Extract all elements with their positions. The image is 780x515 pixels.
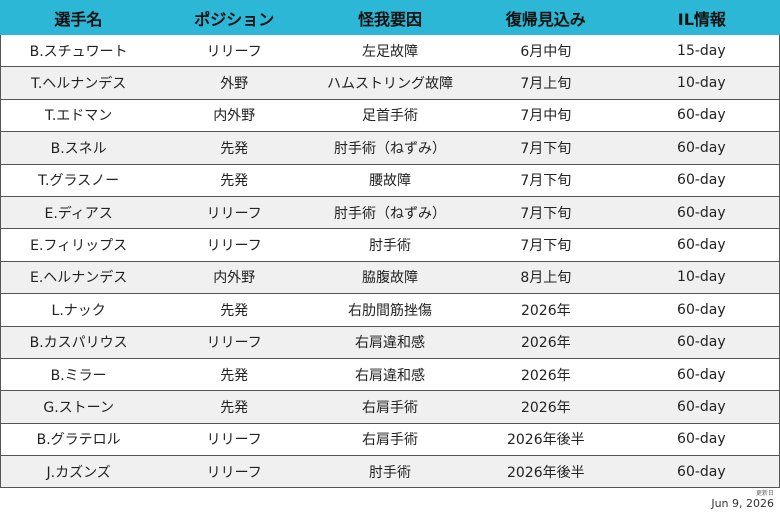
table-cell: 肘手術 bbox=[312, 228, 468, 262]
table-cell: リリーフ bbox=[156, 423, 313, 457]
table-cell: 7月中旬 bbox=[467, 99, 624, 133]
table-cell: B.スネル bbox=[0, 131, 157, 165]
table-cell: 内外野 bbox=[156, 99, 313, 133]
table-cell: 先発 bbox=[156, 131, 313, 165]
table-cell: 右肩違和感 bbox=[312, 358, 468, 392]
table-cell: G.ストーン bbox=[0, 390, 157, 424]
table-row: T.エドマン 内外野 足首手術 7月中旬 60-day bbox=[0, 99, 780, 133]
table-cell: 腰故障 bbox=[312, 164, 468, 197]
table-cell: J.カズンズ bbox=[0, 455, 157, 489]
table-row: B.ミラー 先発 右肩違和感 2026年 60-day bbox=[0, 358, 780, 392]
table-row: E.ディアス リリーフ 肘手術（ねずみ） 7月下旬 60-day bbox=[0, 196, 780, 230]
table-cell: B.グラテロル bbox=[0, 423, 157, 457]
table-cell: 2026年後半 bbox=[467, 455, 624, 489]
table-cell: 肘手術（ねずみ） bbox=[312, 131, 468, 165]
table-row: T.グラスノー 先発 腰故障 7月下旬 60-day bbox=[0, 164, 780, 197]
table-cell: L.ナック bbox=[0, 293, 157, 327]
table-row: J.カズンズ リリーフ 肘手術 2026年後半 60-day bbox=[0, 455, 780, 489]
table-cell: 先発 bbox=[156, 293, 313, 327]
table-row: L.ナック 先発 右肋間筋挫傷 2026年 60-day bbox=[0, 293, 780, 327]
table-cell: リリーフ bbox=[156, 35, 313, 68]
table-cell: 右肋間筋挫傷 bbox=[312, 293, 468, 327]
table-cell: T.ヘルナンデス bbox=[0, 66, 157, 100]
table-cell: E.ヘルナンデス bbox=[0, 261, 157, 295]
column-header: IL情報 bbox=[623, 0, 780, 35]
table-cell: 先発 bbox=[156, 358, 313, 392]
table-cell: 60-day bbox=[623, 455, 780, 489]
footer-label: 更新日 bbox=[755, 490, 774, 497]
table-row: B.カスパリウス リリーフ 右肩違和感 2026年 60-day bbox=[0, 326, 780, 359]
table-body: B.スチュワート リリーフ 左足故障 6月中旬 15-day T.ヘルナンデス 外野 ハムスト… bbox=[0, 35, 780, 489]
table-cell: 2026年 bbox=[467, 390, 624, 424]
footer: 更新日 Jun 9, 2026 bbox=[711, 490, 774, 511]
table-cell: 2026年 bbox=[467, 293, 624, 327]
table-cell: 2026年 bbox=[467, 358, 624, 392]
table-cell: 10-day bbox=[623, 261, 780, 295]
table-cell: 6月中旬 bbox=[467, 35, 624, 68]
table-cell: E.ディアス bbox=[0, 196, 157, 230]
table-cell: リリーフ bbox=[156, 228, 313, 262]
table-cell: B.ミラー bbox=[0, 358, 157, 392]
table-cell: 8月上旬 bbox=[467, 261, 624, 295]
table-cell: 右肩手術 bbox=[312, 423, 468, 457]
table-cell: リリーフ bbox=[156, 326, 313, 359]
table-cell: 10-day bbox=[623, 66, 780, 100]
header-row: 選手名 ポジション 怪我要因 復帰見込み IL情報 bbox=[0, 0, 780, 35]
table-cell: リリーフ bbox=[156, 196, 313, 230]
column-header: 選手名 bbox=[0, 0, 157, 35]
table-cell: ハムストリング故障 bbox=[312, 66, 468, 100]
table-cell: 60-day bbox=[623, 131, 780, 165]
table-cell: 60-day bbox=[623, 196, 780, 230]
table-cell: 肘手術（ねずみ） bbox=[312, 196, 468, 230]
column-header: 怪我要因 bbox=[311, 0, 468, 35]
table-cell: 肘手術 bbox=[312, 455, 468, 489]
table-cell: 60-day bbox=[623, 423, 780, 457]
table-row: G.ストーン 先発 右肩手術 2026年 60-day bbox=[0, 390, 780, 424]
table-cell: 外野 bbox=[156, 66, 313, 100]
column-header: 復帰見込み bbox=[467, 0, 624, 35]
table-cell: 右肩手術 bbox=[312, 390, 468, 424]
table-cell: 左足故障 bbox=[312, 35, 468, 68]
table-cell: 60-day bbox=[623, 99, 780, 133]
table-cell: B.スチュワート bbox=[0, 35, 157, 68]
table-cell: 先発 bbox=[156, 390, 313, 424]
table-cell: 7月上旬 bbox=[467, 66, 624, 100]
table-cell: 足首手術 bbox=[312, 99, 468, 133]
table-cell: 60-day bbox=[623, 293, 780, 327]
footer-date: Jun 9, 2026 bbox=[711, 497, 774, 510]
table-cell: 内外野 bbox=[156, 261, 313, 295]
injury-table: 選手名 ポジション 怪我要因 復帰見込み IL情報 B.スチュワート リリーフ 左足故障 6月… bbox=[0, 0, 780, 489]
table-cell: 60-day bbox=[623, 326, 780, 359]
table-cell: 7月下旬 bbox=[467, 131, 624, 165]
table-row: E.フィリップス リリーフ 肘手術 7月下旬 60-day bbox=[0, 228, 780, 262]
table-cell: 60-day bbox=[623, 390, 780, 424]
column-header: ポジション bbox=[155, 0, 313, 35]
table-row: B.グラテロル リリーフ 右肩手術 2026年後半 60-day bbox=[0, 423, 780, 457]
table-row: B.スネル 先発 肘手術（ねずみ） 7月下旬 60-day bbox=[0, 131, 780, 165]
table-cell: 7月下旬 bbox=[467, 164, 624, 197]
table-cell: 15-day bbox=[623, 35, 780, 68]
table-cell: T.グラスノー bbox=[0, 164, 157, 197]
table-cell: B.カスパリウス bbox=[0, 326, 157, 359]
table-row: E.ヘルナンデス 内外野 脇腹故障 8月上旬 10-day bbox=[0, 261, 780, 295]
table-cell: 2026年後半 bbox=[467, 423, 624, 457]
table-cell: 7月下旬 bbox=[467, 196, 624, 230]
table-cell: 7月下旬 bbox=[467, 228, 624, 262]
table-cell: 脇腹故障 bbox=[312, 261, 468, 295]
table-cell: T.エドマン bbox=[0, 99, 157, 133]
table-row: B.スチュワート リリーフ 左足故障 6月中旬 15-day bbox=[0, 35, 780, 68]
table-cell: 先発 bbox=[156, 164, 313, 197]
table-row: T.ヘルナンデス 外野 ハムストリング故障 7月上旬 10-day bbox=[0, 66, 780, 100]
table-cell: 右肩違和感 bbox=[312, 326, 468, 359]
table-cell: リリーフ bbox=[156, 455, 313, 489]
table-head: 選手名 ポジション 怪我要因 復帰見込み IL情報 bbox=[0, 0, 780, 35]
table-cell: 60-day bbox=[623, 228, 780, 262]
table-cell: 60-day bbox=[623, 358, 780, 392]
table-cell: E.フィリップス bbox=[0, 228, 157, 262]
table-cell: 60-day bbox=[623, 164, 780, 197]
table-cell: 2026年 bbox=[467, 326, 624, 359]
